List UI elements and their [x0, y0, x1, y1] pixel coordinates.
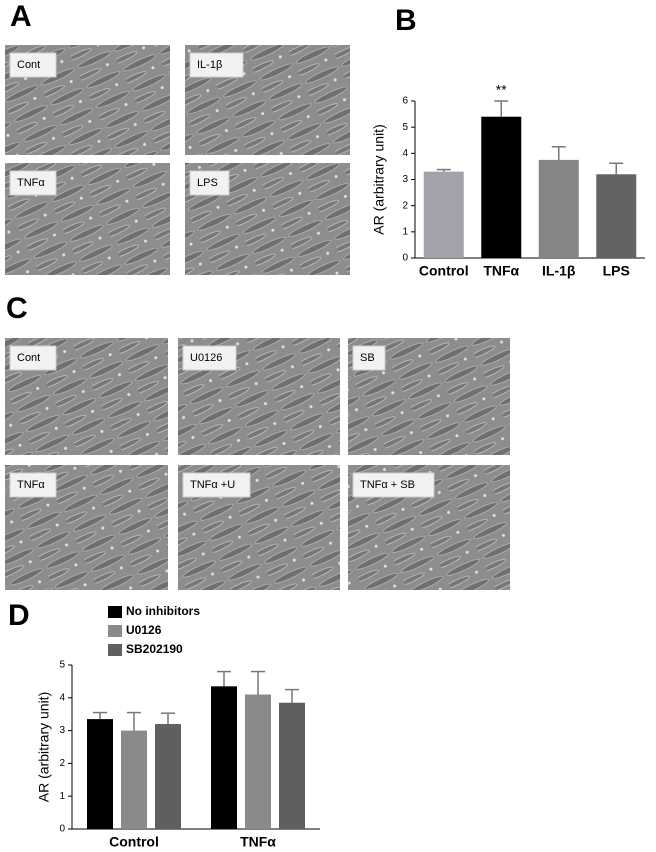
- legend-label: SB202190: [126, 642, 183, 656]
- y-axis-label: AR (arbitrary unit): [36, 692, 52, 802]
- x-tick-label: TNFα: [240, 834, 276, 850]
- bar: [423, 171, 464, 258]
- image-label: SB: [360, 352, 375, 364]
- legend-swatch: [108, 644, 122, 656]
- panel-label: C: [6, 292, 28, 325]
- image-label-box: [9, 170, 57, 196]
- y-tick-label: 0: [59, 824, 65, 835]
- y-tick-label: 2: [59, 758, 65, 769]
- panel-label: B: [395, 4, 417, 37]
- y-tick-label: 0: [402, 253, 408, 264]
- x-tick-label: TNFα: [483, 263, 519, 279]
- image-label: LPS: [197, 177, 218, 189]
- image-label-box: [352, 472, 435, 498]
- legend-label: No inhibitors: [126, 604, 200, 618]
- image-label: TNFα: [17, 479, 45, 491]
- image-label-box: [189, 52, 244, 78]
- x-tick-label: IL-1β: [542, 263, 576, 279]
- image-label: TNFα + SB: [360, 479, 415, 491]
- image-label: TNFα +U: [190, 479, 235, 491]
- legend-swatch: [108, 625, 122, 637]
- y-axis-label: AR (arbitrary unit): [371, 124, 387, 234]
- legend-label: U0126: [126, 623, 162, 637]
- image-label-box: [189, 170, 230, 196]
- x-tick-label: LPS: [603, 263, 630, 279]
- x-tick-label: Control: [419, 263, 469, 279]
- bar: [245, 694, 271, 829]
- bar: [596, 174, 637, 258]
- image-label: U0126: [190, 352, 222, 364]
- image-label-box: [352, 345, 386, 371]
- y-tick-label: 3: [402, 174, 408, 185]
- y-tick-label: 5: [59, 660, 65, 671]
- bar: [538, 159, 579, 258]
- y-tick-label: 1: [402, 226, 408, 237]
- annotation: **: [496, 82, 507, 98]
- legend-swatch: [108, 606, 122, 618]
- bar: [121, 730, 147, 829]
- bar: [87, 719, 113, 829]
- micrographs: Cont IL-1β TNFα LPS Cont U0126 SB TNFα TNFα +U TN…: [5, 45, 510, 590]
- image-label: Cont: [17, 59, 40, 71]
- bar: [211, 686, 237, 829]
- bar: [279, 702, 305, 829]
- image-label-box: [9, 345, 57, 371]
- image-label: IL-1β: [197, 59, 222, 71]
- y-tick-label: 2: [402, 200, 408, 211]
- y-tick-label: 5: [402, 122, 408, 133]
- y-tick-label: 4: [59, 692, 65, 703]
- panel-label: A: [10, 0, 32, 33]
- image-label-box: [182, 472, 251, 498]
- image-label-box: [9, 472, 57, 498]
- bar: [155, 724, 181, 829]
- bar: [481, 116, 522, 258]
- y-tick-label: 6: [402, 96, 408, 107]
- x-tick-label: Control: [109, 834, 159, 850]
- image-label: Cont: [17, 352, 40, 364]
- image-label-box: [9, 52, 57, 78]
- image-label: TNFα: [17, 177, 45, 189]
- y-tick-label: 3: [59, 725, 65, 736]
- panel-label: D: [8, 599, 30, 632]
- y-tick-label: 1: [59, 791, 65, 802]
- y-tick-label: 4: [402, 148, 408, 159]
- image-label-box: [182, 345, 237, 371]
